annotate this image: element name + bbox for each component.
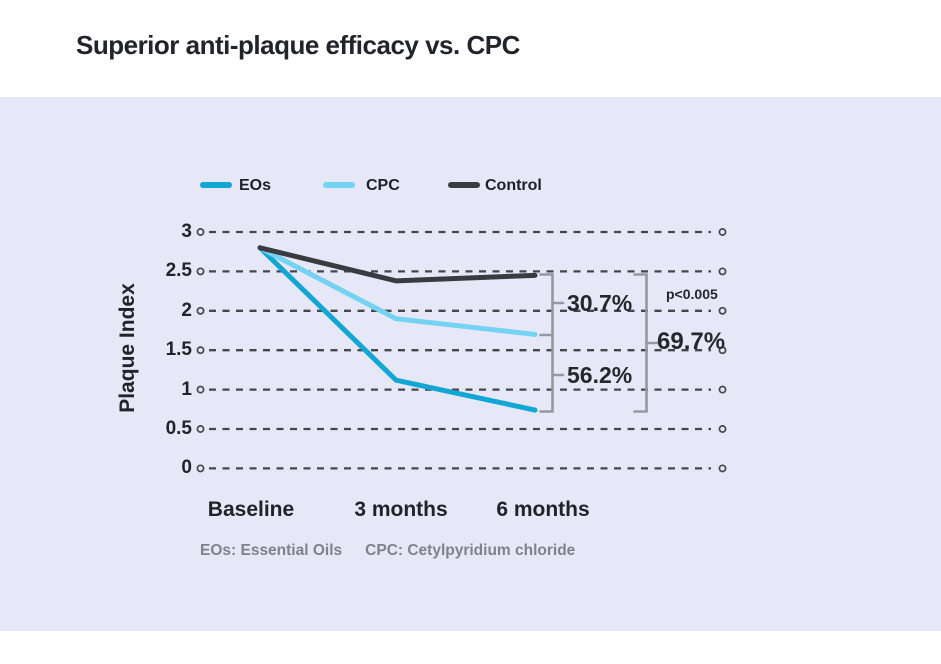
x-label-6-months: 6 months bbox=[496, 498, 590, 521]
legend-label-cpc: CPC bbox=[366, 177, 400, 194]
y-tick-3: 3 bbox=[181, 221, 192, 242]
annotation-brackets bbox=[539, 273, 659, 413]
gridline-end-circle bbox=[718, 267, 727, 276]
gridline-end-circle bbox=[196, 228, 205, 236]
gridline-end-circle bbox=[718, 306, 727, 315]
y-tick-0: 0 bbox=[181, 457, 192, 478]
footnote-cpc: CPC: Cetylpyridium chloride bbox=[365, 542, 576, 559]
cpc-line-swatch bbox=[323, 182, 355, 188]
eos-line-swatch bbox=[200, 182, 232, 188]
p-value: p<0.005 bbox=[666, 286, 718, 302]
legend-label-control: Control bbox=[485, 177, 542, 194]
x-label-baseline: Baseline bbox=[207, 498, 295, 521]
grid-layer bbox=[196, 228, 727, 473]
series-line-control bbox=[257, 245, 538, 284]
bracket-eos-vs-control bbox=[633, 273, 648, 413]
control-line-swatch bbox=[448, 182, 480, 188]
series-line-eos bbox=[257, 245, 538, 413]
gridline-end-circle bbox=[718, 464, 727, 473]
gridline-end-circle bbox=[196, 385, 205, 394]
bracket-control-vs-cpc-vs-eos bbox=[539, 273, 554, 413]
y-tick-1-5: 1.5 bbox=[165, 339, 192, 360]
gridline-end-circle bbox=[718, 385, 727, 394]
page-title: Superior anti-plaque efficacy vs. CPC bbox=[76, 30, 520, 60]
y-tick-2-5: 2.5 bbox=[165, 260, 192, 281]
reduction-cpc-vs-control: 30.7% bbox=[567, 290, 633, 316]
y-tick-1: 1 bbox=[181, 379, 192, 400]
gridline-end-circle bbox=[196, 306, 205, 315]
x-label-3-months: 3 months bbox=[354, 498, 448, 521]
gridline-end-circle bbox=[196, 346, 205, 355]
reduction-eos-vs-control: 69.7% bbox=[657, 328, 726, 355]
gridline-end-circle bbox=[718, 425, 727, 433]
gridline-end-circle bbox=[718, 228, 727, 236]
gridline-end-circle bbox=[718, 346, 727, 355]
gridline-end-circle bbox=[196, 464, 205, 473]
legend-label-eos: EOs bbox=[239, 177, 272, 194]
footnote-eos: EOs: Essential Oils bbox=[200, 542, 343, 559]
footnote: EOs: Essential Oils CPC: Cetylpyridium c… bbox=[200, 542, 575, 559]
y-tick-2: 2 bbox=[181, 300, 192, 321]
gridline-end-circle bbox=[196, 425, 205, 433]
gridline-end-circle bbox=[196, 267, 205, 276]
series-layer bbox=[257, 245, 538, 413]
y-tick-0-5: 0.5 bbox=[165, 418, 192, 439]
series-line-cpc bbox=[257, 245, 538, 337]
reduction-eos-vs-cpc: 56.2% bbox=[567, 362, 633, 388]
